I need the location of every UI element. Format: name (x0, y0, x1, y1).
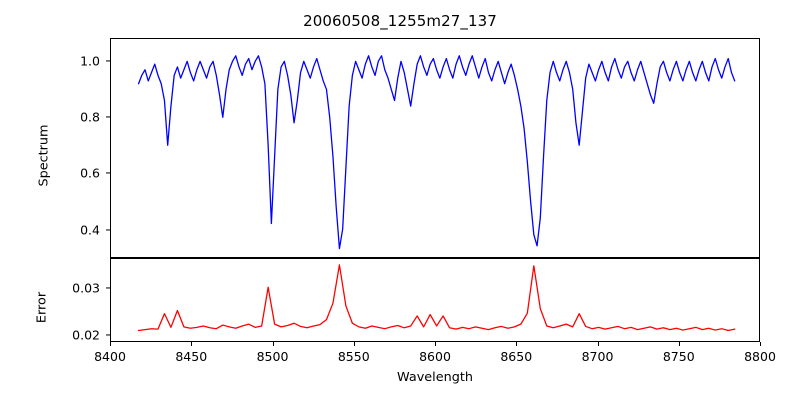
page-title: 20060508_1255m27_137 (303, 12, 497, 30)
x-tick-label: 8750 (662, 349, 695, 364)
spectrum-plot-area (110, 38, 760, 258)
spectrum-line-series (137, 55, 736, 250)
x-tick-mark (110, 342, 112, 346)
x-tick-mark (272, 342, 274, 346)
x-tick-mark (597, 342, 599, 346)
x-tick-label: 8400 (94, 349, 126, 364)
error-axis-label: Error (34, 291, 50, 324)
x-tick-label: 8550 (337, 349, 370, 364)
spectrum-y-tick-mark (106, 229, 110, 231)
spectrum-y-tick-label: 0.6 (80, 165, 100, 181)
spectrum-y-tick-label: 0.4 (80, 222, 100, 238)
spectrum-y-tick-mark (106, 172, 110, 174)
error-y-tick-mark (106, 287, 110, 289)
spectrum-y-tick-mark (106, 116, 110, 118)
spectrum-y-tick-label: 1.0 (80, 53, 100, 69)
error-y-tick-mark (106, 334, 110, 336)
x-tick-label: 8600 (419, 349, 451, 364)
x-tick-label: 8500 (256, 349, 289, 364)
error-y-tick-label: 0.03 (72, 280, 100, 296)
spectrum-y-tick-label: 0.8 (80, 109, 100, 125)
x-axis-label: Wavelength (397, 370, 473, 385)
x-tick-label: 8700 (581, 349, 614, 364)
x-tick-mark (353, 342, 355, 346)
spectrum-y-tick-mark (106, 60, 110, 62)
x-tick-mark (516, 342, 518, 346)
x-tick-mark (435, 342, 437, 346)
x-tick-mark (191, 342, 193, 346)
error-y-tick-label: 0.02 (72, 327, 100, 343)
error-line-series (137, 264, 736, 332)
x-tick-label: 8450 (175, 349, 208, 364)
x-tick-mark (678, 342, 680, 346)
x-tick-label: 8650 (500, 349, 533, 364)
x-tick-mark (760, 342, 762, 346)
error-plot-area (110, 258, 760, 342)
x-tick-label: 8800 (744, 349, 776, 364)
